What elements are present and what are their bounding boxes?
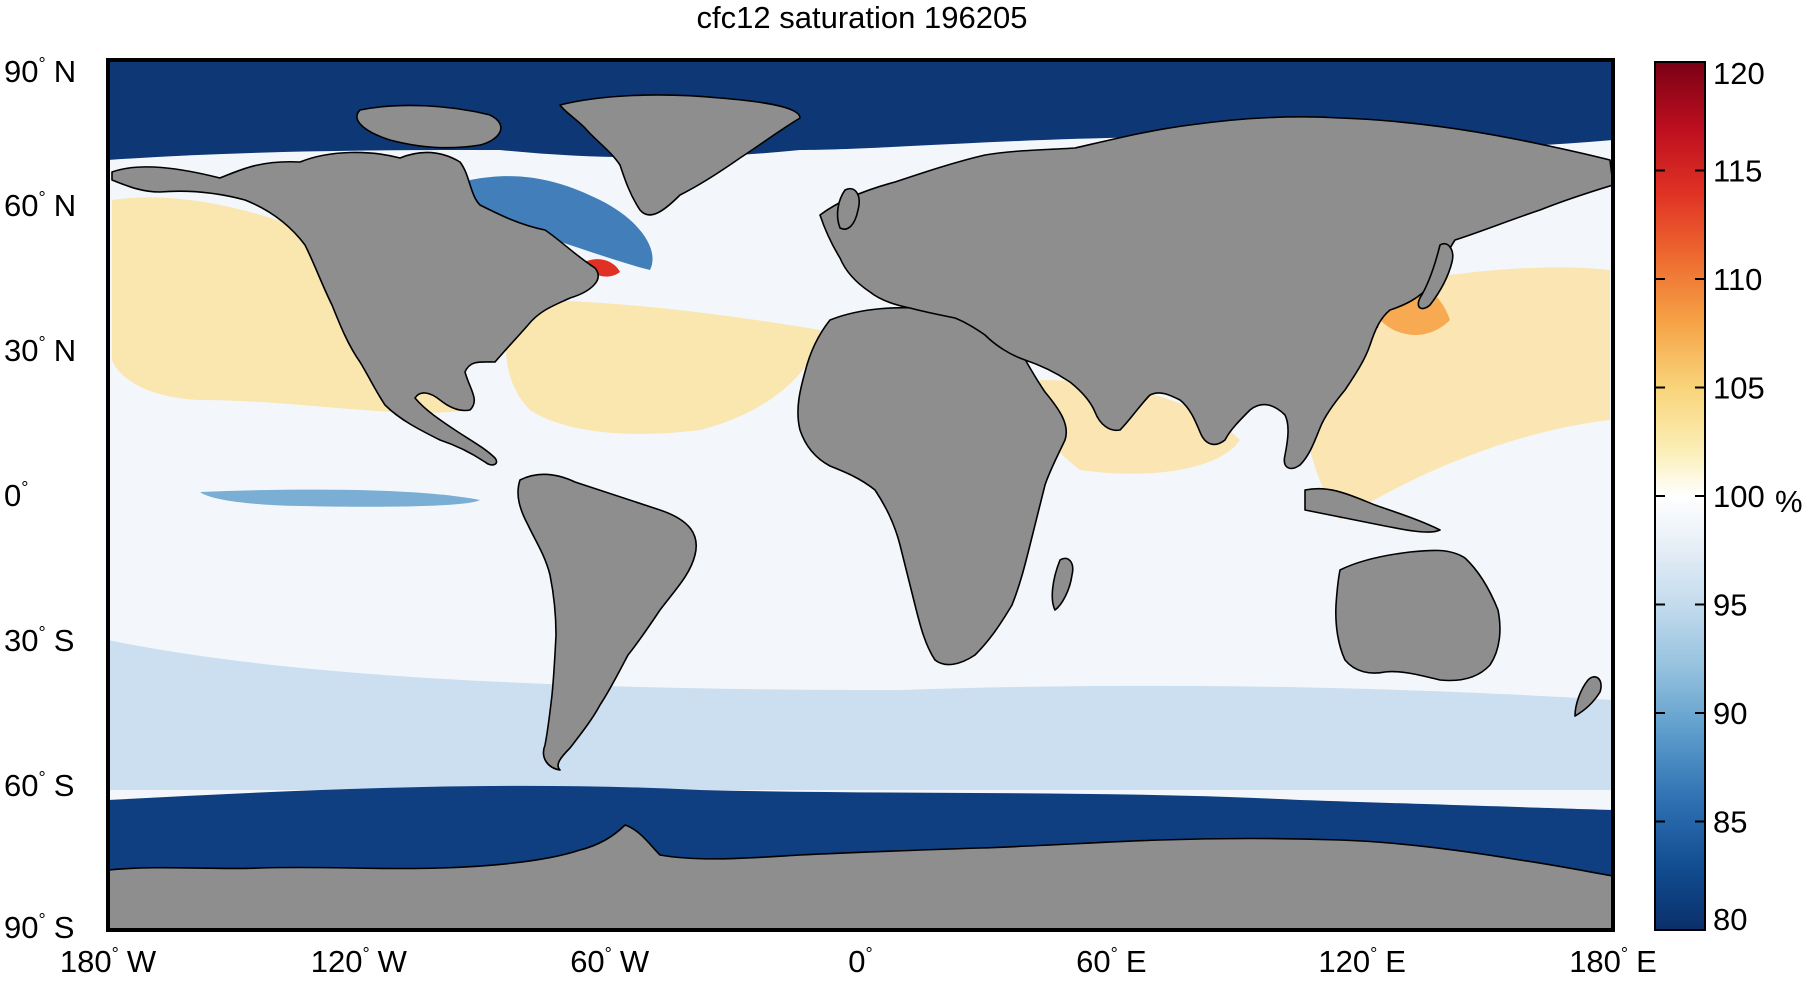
land-eurasia bbox=[819, 116, 1613, 470]
ocean-band-indian-warm bbox=[1036, 380, 1240, 474]
land-new-zealand bbox=[1574, 676, 1602, 717]
land-antarctica bbox=[108, 824, 1613, 930]
lat-tick-label: 0° bbox=[4, 478, 28, 513]
lon-tick-label: 180° W bbox=[60, 944, 157, 979]
lon-tick-hemisphere: W bbox=[127, 944, 157, 979]
degree-symbol: ° bbox=[38, 333, 45, 353]
lat-tick-label: 30° N bbox=[4, 333, 76, 368]
lat-tick-label: 90° N bbox=[4, 54, 76, 89]
degree-symbol: ° bbox=[1370, 944, 1377, 964]
degree-symbol: ° bbox=[605, 944, 612, 964]
longitude-tick-labels: 180° W 120° W 60° W 0° 60° E 120° E 180° E bbox=[60, 944, 1657, 979]
lat-tick-value: 60 bbox=[4, 188, 38, 223]
land-north-america bbox=[111, 151, 599, 466]
lon-tick-hemisphere: E bbox=[1636, 944, 1657, 979]
latitude-tick-labels: 90° N60° N30° N0°30° S60° S90° S bbox=[4, 54, 76, 945]
lon-tick-label: 60° E bbox=[1076, 944, 1146, 979]
land-greenland bbox=[559, 94, 801, 216]
degree-symbol: ° bbox=[112, 944, 119, 964]
colorbar-tick-label: 120 bbox=[1713, 56, 1765, 91]
lat-tick-label: 30° S bbox=[4, 623, 74, 658]
lon-tick-label: 120° E bbox=[1318, 944, 1406, 979]
colorbar-tick-label: 90 bbox=[1713, 696, 1747, 731]
lon-tick-value: 180 bbox=[1569, 944, 1621, 979]
colorbar-tick-label: 85 bbox=[1713, 805, 1747, 840]
lon-tick-label: 60° W bbox=[570, 944, 650, 979]
colorbar-tick-label: 105 bbox=[1713, 371, 1765, 406]
degree-symbol: ° bbox=[38, 910, 45, 930]
lat-tick-value: 30 bbox=[4, 333, 38, 368]
map-frame bbox=[106, 58, 1615, 932]
land-british-isles bbox=[836, 188, 860, 230]
degree-symbol: ° bbox=[21, 478, 28, 498]
lat-tick-label: 90° S bbox=[4, 910, 74, 945]
degree-symbol: ° bbox=[1621, 944, 1628, 964]
lon-tick-value: 120 bbox=[311, 944, 363, 979]
lat-tick-hemisphere: S bbox=[54, 768, 75, 803]
map-title: cfc12 saturation 196205 bbox=[697, 0, 1028, 35]
lon-tick-value: 0 bbox=[848, 944, 865, 979]
degree-symbol: ° bbox=[38, 54, 45, 74]
lon-tick-hemisphere: W bbox=[378, 944, 408, 979]
lat-tick-hemisphere: S bbox=[54, 910, 75, 945]
land-madagascar bbox=[1051, 557, 1074, 611]
ocean-band-equatorial-cool bbox=[200, 489, 480, 507]
land-masses bbox=[108, 94, 1613, 930]
ocean-band-labrador bbox=[467, 176, 653, 270]
lat-tick-label: 60° N bbox=[4, 188, 76, 223]
lon-tick-label: 0° bbox=[848, 944, 872, 979]
lon-tick-hemisphere: W bbox=[620, 944, 650, 979]
map-panel bbox=[108, 60, 1613, 930]
colorbar-tick-label: 110 bbox=[1713, 262, 1762, 297]
lon-tick-value: 60 bbox=[1076, 944, 1110, 979]
ocean-band-southern-lightblue bbox=[108, 640, 1613, 790]
land-japan bbox=[1417, 243, 1454, 310]
lat-tick-hemisphere: S bbox=[54, 623, 75, 658]
colorbar-tick-labels: 120 115 110 105 100 95 90 85 80 bbox=[1655, 56, 1765, 937]
degree-symbol: ° bbox=[38, 188, 45, 208]
lon-tick-value: 60 bbox=[570, 944, 604, 979]
lon-tick-label: 120° W bbox=[311, 944, 408, 979]
land-australia bbox=[1335, 549, 1501, 682]
lat-tick-value: 0 bbox=[4, 478, 21, 513]
lat-tick-value: 90 bbox=[4, 910, 38, 945]
lat-tick-value: 30 bbox=[4, 623, 38, 658]
ocean-band-west-pacific-warm bbox=[1300, 267, 1610, 520]
degree-symbol: ° bbox=[38, 768, 45, 788]
lat-tick-label: 60° S bbox=[4, 768, 74, 803]
lat-tick-hemisphere: N bbox=[54, 188, 76, 223]
lat-tick-hemisphere: N bbox=[54, 54, 76, 89]
degree-symbol: ° bbox=[38, 623, 45, 643]
degree-symbol: ° bbox=[362, 944, 369, 964]
ocean-band-north-atlantic-warm bbox=[506, 300, 820, 434]
degree-symbol: ° bbox=[1111, 944, 1118, 964]
lon-tick-hemisphere: E bbox=[1126, 944, 1147, 979]
lon-tick-value: 120 bbox=[1318, 944, 1370, 979]
colorbar: 120 115 110 105 100 95 90 85 80 % bbox=[1654, 56, 1803, 937]
lat-tick-value: 90 bbox=[4, 54, 38, 89]
lat-tick-value: 60 bbox=[4, 768, 38, 803]
colorbar-tick-label: 95 bbox=[1713, 588, 1747, 623]
lon-tick-hemisphere: E bbox=[1385, 944, 1406, 979]
land-canadian-archipelago bbox=[356, 104, 502, 149]
colorbar-tick-label: 80 bbox=[1713, 902, 1747, 937]
degree-symbol: ° bbox=[866, 944, 873, 964]
colorbar-unit: % bbox=[1775, 484, 1803, 519]
lat-tick-hemisphere: N bbox=[54, 333, 76, 368]
colorbar-tick-label: 100 bbox=[1713, 479, 1765, 514]
lon-tick-label: 180° E bbox=[1569, 944, 1657, 979]
lon-tick-value: 180 bbox=[60, 944, 112, 979]
land-indonesia bbox=[1304, 487, 1441, 533]
land-south-america bbox=[517, 473, 697, 771]
colorbar-tick-label: 115 bbox=[1713, 154, 1762, 189]
